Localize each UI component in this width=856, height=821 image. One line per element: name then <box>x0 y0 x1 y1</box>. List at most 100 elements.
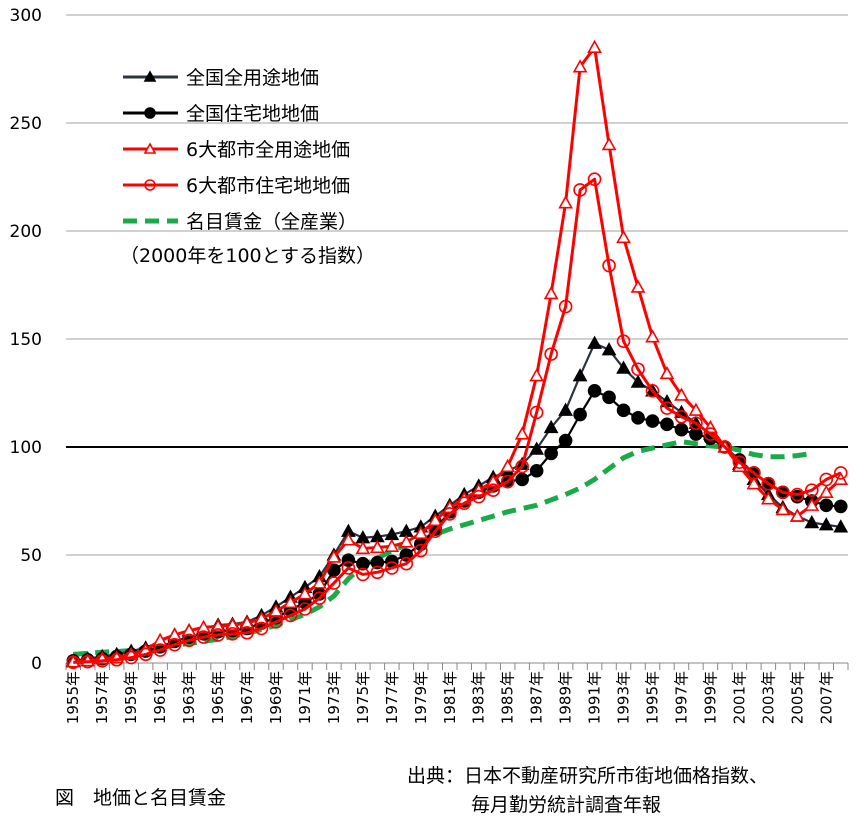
triangle-marker <box>398 534 414 548</box>
triangle-marker <box>384 538 400 552</box>
circle-marker <box>703 427 718 441</box>
triangle-marker <box>143 142 157 154</box>
circle-marker <box>790 487 805 502</box>
triangle-marker <box>616 229 631 244</box>
legend-item: 名目賃金（全産業） <box>123 211 357 233</box>
triangle-marker <box>572 368 588 382</box>
x-tick-label: 1965年 <box>209 671 227 724</box>
circle-marker <box>211 628 225 642</box>
x-tick-label: 2001年 <box>730 671 748 724</box>
triangle-marker <box>601 342 617 356</box>
triangle-marker <box>630 374 646 388</box>
circle-marker <box>616 334 631 348</box>
x-tick-label: 2003年 <box>759 671 777 724</box>
circle-marker <box>529 405 544 420</box>
circle-marker <box>587 172 602 186</box>
circle-marker <box>645 384 660 398</box>
x-tick-label: 1985年 <box>499 671 517 724</box>
legend-label: 全国住宅地地価 <box>186 103 319 125</box>
circle-marker <box>428 524 443 539</box>
y-tick-label: 100 <box>10 438 42 458</box>
circle-marker <box>833 499 848 514</box>
x-tick-label: 1959年 <box>122 671 140 724</box>
circle-marker <box>457 496 472 510</box>
triangle-marker <box>210 618 226 632</box>
circle-marker <box>645 414 660 428</box>
x-tick-label: 1987年 <box>528 671 546 724</box>
circle-marker <box>269 615 283 629</box>
triangle-marker <box>587 335 602 349</box>
triangle-marker <box>572 59 588 73</box>
triangle-marker <box>645 329 660 343</box>
circle-marker <box>602 258 616 273</box>
circle-marker <box>573 183 587 197</box>
legend-label: 名目賃金（全産業） <box>186 211 357 233</box>
triangle-marker <box>369 539 385 554</box>
circle-marker <box>399 556 414 571</box>
series-line <box>73 439 813 657</box>
circle-marker <box>254 621 269 636</box>
circle-marker <box>153 643 167 657</box>
triangle-marker <box>746 476 762 490</box>
circle-marker <box>544 446 558 461</box>
legend-note: （2000年を100とする指数） <box>120 245 375 267</box>
circle-marker <box>66 655 81 670</box>
x-tick-label: 1975年 <box>354 671 372 724</box>
x-tick-label: 1955年 <box>64 671 82 724</box>
source-line-1: 出典：日本不動産研究所市街地価格指数、 <box>407 765 769 787</box>
circle-marker <box>95 654 110 668</box>
triangle-marker <box>341 532 356 546</box>
triangle-marker <box>558 402 573 416</box>
triangle-marker <box>152 632 168 646</box>
triangle-marker <box>789 508 805 522</box>
triangle-marker <box>543 419 559 434</box>
triangle-marker <box>529 368 545 382</box>
triangle-marker <box>196 619 211 633</box>
circle-marker <box>471 489 486 504</box>
x-tick-label: 1957年 <box>93 671 111 724</box>
x-tick-label: 1995年 <box>644 671 662 724</box>
circle-marker <box>124 650 138 665</box>
legend-item: 全国住宅地地価 <box>123 103 319 125</box>
circle-marker <box>500 474 515 489</box>
circle-marker <box>515 459 529 474</box>
circle-marker <box>732 455 747 469</box>
circle-marker <box>631 362 645 377</box>
y-tick-label: 50 <box>20 546 42 566</box>
source-line-2: 毎月勤労統計調査年報 <box>471 794 662 816</box>
circle-marker <box>529 463 544 478</box>
series-line <box>73 177 842 664</box>
x-tick-label: 1989年 <box>557 671 575 724</box>
circle-marker <box>660 417 674 432</box>
y-tick-label: 250 <box>10 114 42 134</box>
x-tick-label: 1983年 <box>470 671 488 724</box>
triangle-marker <box>674 387 689 401</box>
triangle-marker <box>543 285 559 300</box>
y-axis-ticks: 0 50 100 150 200 250 300 <box>10 6 42 674</box>
circle-marker <box>225 627 240 641</box>
x-tick-label: 1999年 <box>701 671 719 724</box>
circle-marker <box>138 647 153 662</box>
triangle-marker <box>630 279 646 293</box>
series-group <box>65 39 849 670</box>
triangle-marker <box>297 586 313 600</box>
circle-marker <box>616 403 631 418</box>
triangle-marker <box>167 627 182 641</box>
circle-marker <box>312 591 327 606</box>
circle-marker <box>515 472 529 487</box>
triangle-marker <box>225 617 240 631</box>
circle-marker <box>385 561 399 575</box>
y-tick-label: 300 <box>10 6 42 26</box>
circle-marker <box>833 466 848 480</box>
circle-marker <box>761 476 776 491</box>
series-1 <box>66 384 848 668</box>
triangle-marker <box>688 402 704 416</box>
y-tick-label: 200 <box>10 222 42 242</box>
triangle-marker <box>804 514 820 529</box>
triangle-marker <box>529 441 545 455</box>
circle-marker <box>689 416 703 431</box>
legend-item: 全国全用途地価 <box>123 67 319 89</box>
x-tick-label: 1993年 <box>615 671 633 724</box>
triangle-marker <box>616 360 631 374</box>
